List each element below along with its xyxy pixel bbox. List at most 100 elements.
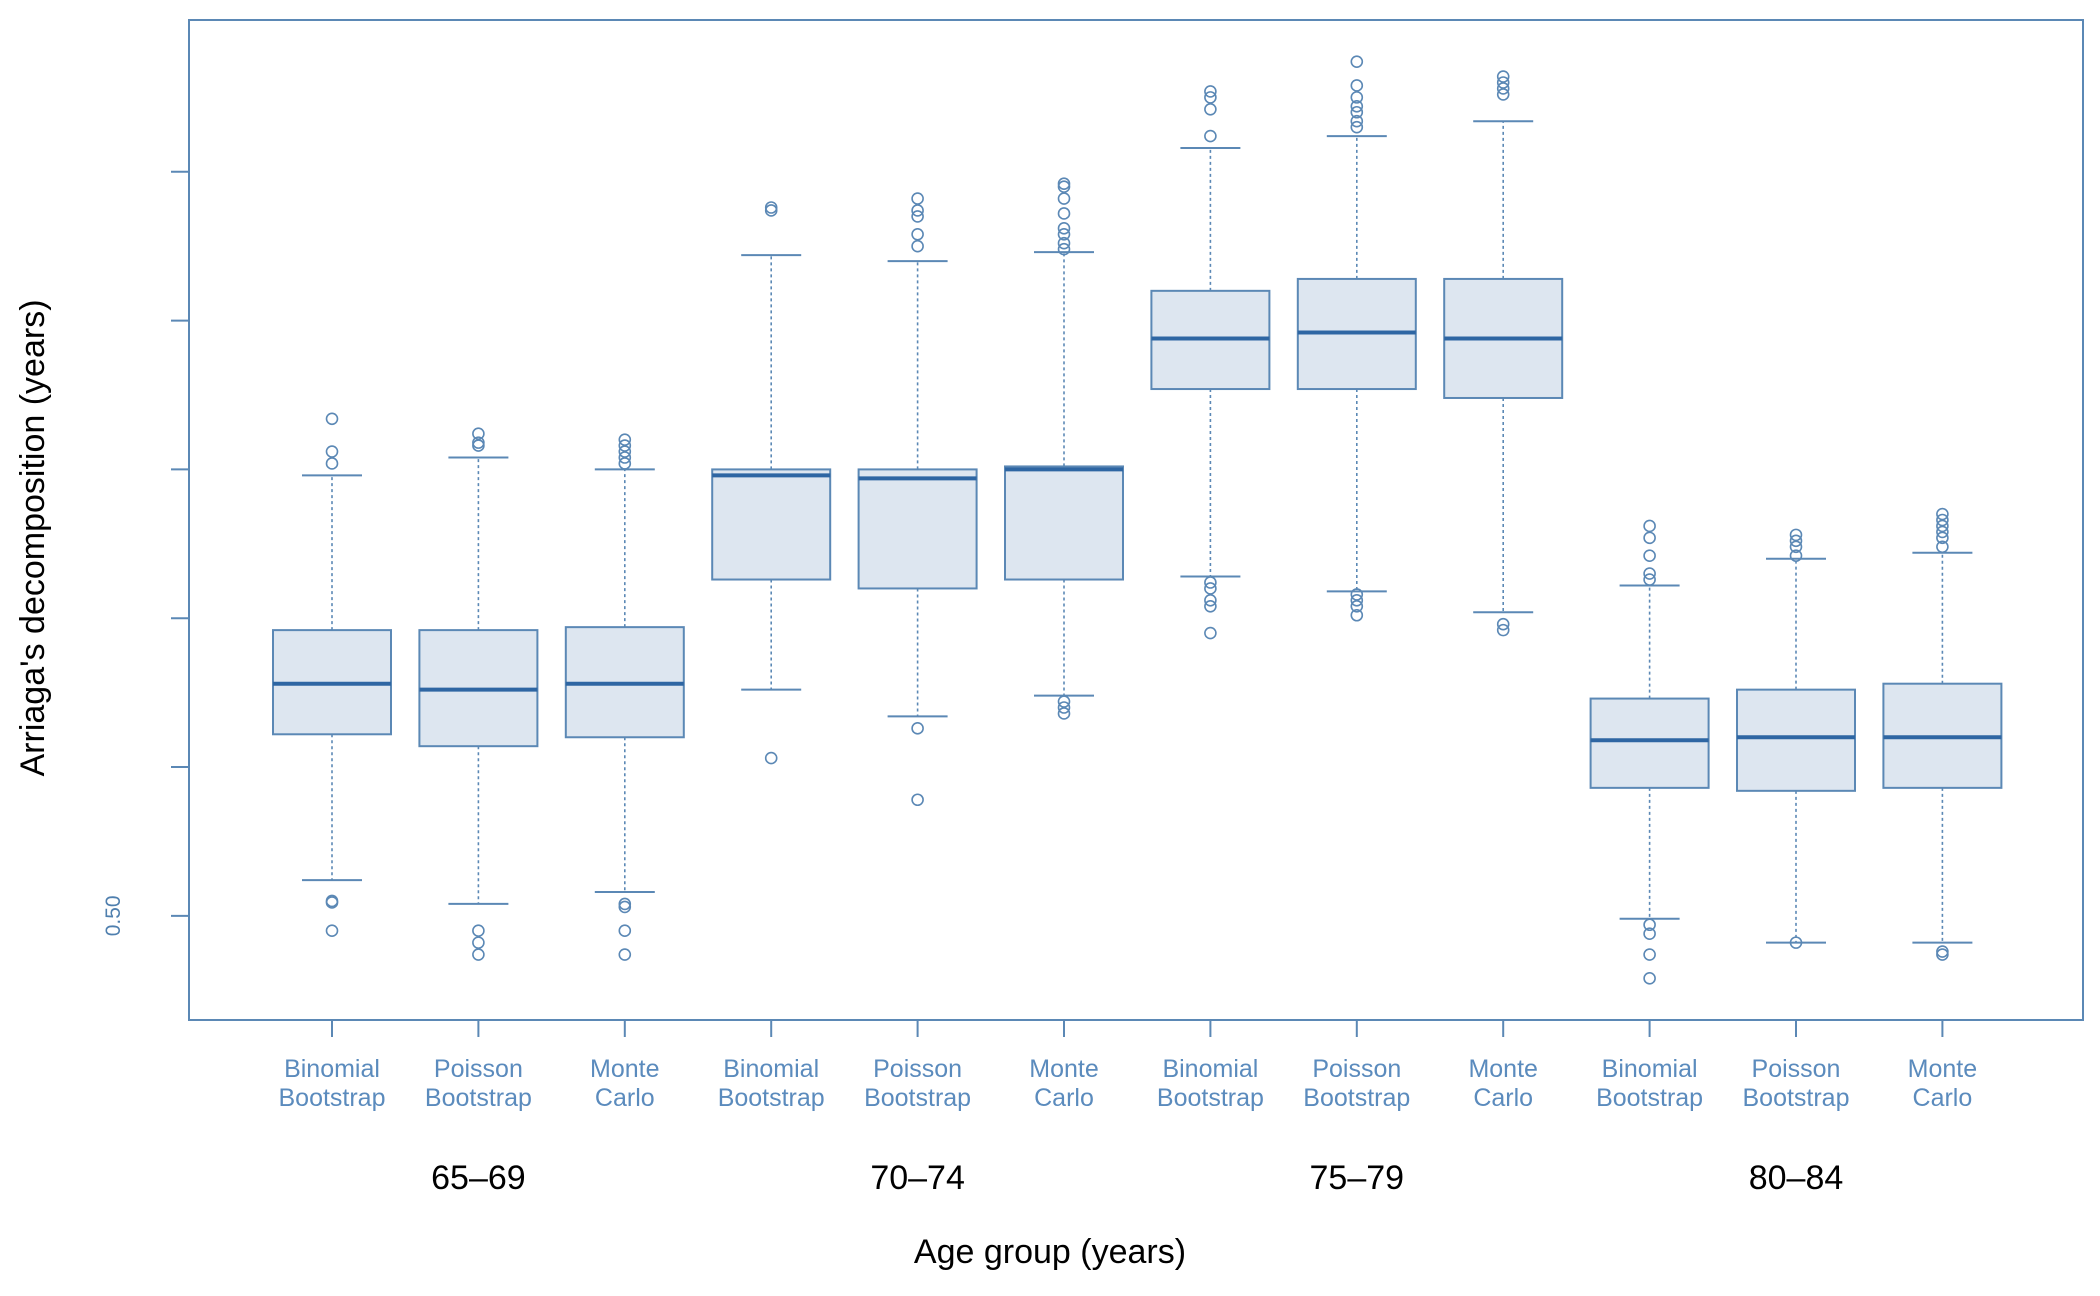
- box-70–74-Monte Carlo: [1004, 177, 1124, 720]
- outlier-point: [1057, 207, 1071, 220]
- outlier-point: [1643, 531, 1656, 545]
- outlier-point: [1204, 129, 1217, 143]
- group-label: 75–79: [1310, 1159, 1405, 1197]
- box-iqr: [711, 468, 832, 581]
- outlier-point: [472, 436, 485, 449]
- outlier-point: [911, 210, 924, 223]
- outlier-point: [1350, 100, 1364, 113]
- outlier-point: [1057, 192, 1071, 205]
- group-label: 65–69: [431, 1159, 526, 1197]
- outlier-point: [1496, 76, 1510, 89]
- outlier-point: [911, 204, 924, 217]
- x-tick-label: Binomial: [1602, 1055, 1698, 1083]
- outlier-point: [1204, 594, 1217, 607]
- x-tick-label: Poisson: [434, 1055, 523, 1083]
- outlier-point: [1643, 948, 1656, 961]
- outlier-point: [1643, 918, 1656, 932]
- outlier-point: [618, 457, 632, 470]
- outlier-point: [911, 192, 924, 205]
- x-tick-label: Binomial: [284, 1055, 380, 1083]
- box-iqr: [1589, 697, 1710, 789]
- y-axis-title: Arriaga's decomposition (years): [14, 299, 52, 776]
- outlier-point: [911, 793, 924, 807]
- outlier-point: [1936, 507, 1949, 521]
- x-tick-label: Bootstrap: [864, 1084, 971, 1112]
- x-tick-label: Binomial: [1162, 1055, 1258, 1083]
- box-65–69-Binomial Bootstrap: [272, 412, 392, 938]
- box-80–84-Monte Carlo: [1882, 507, 2003, 961]
- outlier-point: [1350, 105, 1364, 119]
- outlier-point: [1057, 227, 1071, 241]
- x-tick-label: Monte: [1468, 1055, 1537, 1083]
- outlier-point: [911, 722, 924, 735]
- x-tick-label: Bootstrap: [425, 1084, 532, 1112]
- outlier-point: [325, 924, 339, 938]
- outlier-point: [911, 227, 924, 241]
- x-tick-label: Carlo: [1034, 1084, 1094, 1112]
- y-tick-label: 0.50: [102, 895, 125, 936]
- outlier-point: [1350, 55, 1364, 68]
- outlier-point: [764, 201, 778, 214]
- outlier-point: [618, 439, 632, 452]
- x-tick-label: Bootstrap: [1596, 1084, 1703, 1112]
- outlier-point: [325, 457, 339, 470]
- outlier-point: [1643, 519, 1656, 533]
- x-tick-label: Bootstrap: [1157, 1084, 1264, 1112]
- x-axis-title: Age group (years): [914, 1233, 1186, 1271]
- box-iqr: [1004, 465, 1124, 581]
- outlier-point: [1057, 701, 1071, 714]
- box-80–84-Binomial Bootstrap: [1589, 519, 1710, 985]
- outlier-point: [472, 427, 485, 440]
- x-tick-label: Poisson: [1752, 1055, 1841, 1083]
- outlier-point: [1643, 549, 1656, 563]
- outlier-point: [1936, 531, 1949, 545]
- y-axis: 0.50: [102, 170, 189, 936]
- x-tick-label: Monte: [590, 1055, 659, 1083]
- x-tick-label: Monte: [1029, 1055, 1098, 1083]
- outlier-point: [472, 924, 485, 938]
- x-axis: BinomialBootstrapPoissonBootstrapMonteCa…: [278, 1020, 1977, 1197]
- outlier-point: [1350, 91, 1364, 104]
- x-tick-label: Bootstrap: [1742, 1084, 1849, 1112]
- outlier-point: [325, 894, 339, 908]
- outlier-point: [1936, 948, 1949, 961]
- box-iqr: [1736, 688, 1856, 792]
- box-75–79-Binomial Bootstrap: [1150, 85, 1271, 640]
- outlier-point: [1496, 70, 1510, 83]
- outlier-point: [1350, 594, 1364, 607]
- outlier-point: [1789, 528, 1803, 542]
- outlier-point: [1643, 573, 1656, 586]
- outlier-point: [1350, 608, 1364, 622]
- outlier-point: [1057, 242, 1071, 256]
- box-70–74-Binomial Bootstrap: [711, 201, 832, 765]
- outlier-point: [1643, 927, 1656, 940]
- outlier-point: [1936, 540, 1949, 554]
- box-65–69-Monte Carlo: [564, 433, 685, 961]
- box-65–69-Poisson Bootstrap: [418, 427, 539, 961]
- box-70–74-Poisson Bootstrap: [857, 192, 978, 807]
- outlier-point: [1204, 576, 1217, 589]
- outlier-point: [1350, 120, 1364, 134]
- outlier-point: [1350, 79, 1364, 92]
- box-75–79-Monte Carlo: [1443, 70, 1564, 637]
- outlier-point: [325, 412, 339, 426]
- outlier-point: [1496, 82, 1510, 95]
- outlier-point: [1204, 582, 1217, 595]
- outlier-point: [325, 445, 339, 458]
- outlier-point: [1057, 177, 1071, 190]
- x-tick-label: Carlo: [1473, 1084, 1533, 1112]
- outlier-point: [1350, 600, 1364, 613]
- outlier-point: [618, 433, 632, 446]
- outlier-point: [1057, 236, 1071, 250]
- outlier-point: [1204, 626, 1217, 640]
- outlier-point: [1789, 540, 1803, 554]
- box-80–84-Poisson Bootstrap: [1736, 528, 1856, 949]
- outlier-point: [618, 445, 632, 458]
- outlier-point: [1789, 936, 1803, 949]
- outlier-point: [1789, 534, 1803, 548]
- outlier-point: [1936, 513, 1949, 527]
- outlier-point: [472, 948, 485, 961]
- outlier-point: [764, 751, 778, 765]
- x-tick-label: Poisson: [873, 1055, 962, 1083]
